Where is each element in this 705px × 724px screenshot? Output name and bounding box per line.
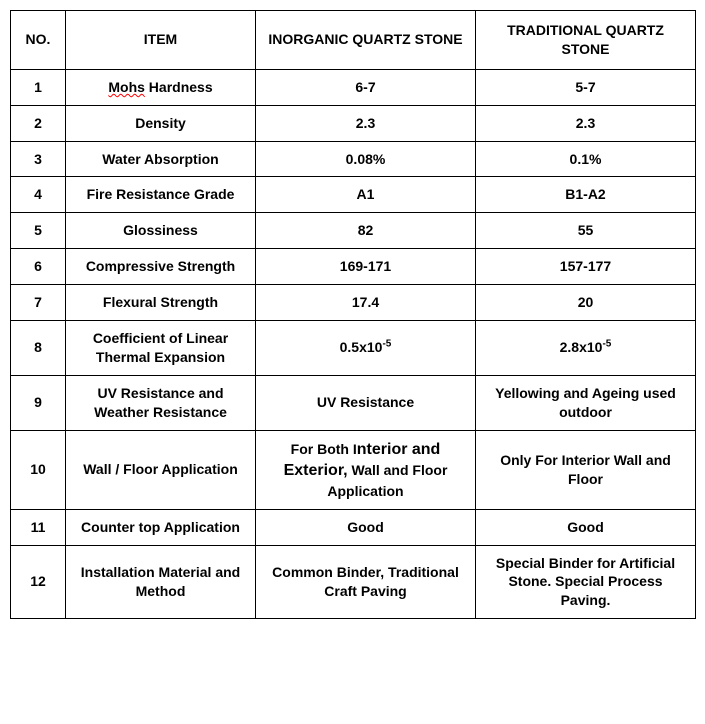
cell-traditional: Only For Interior Wall and Floor <box>476 430 696 509</box>
cell-inorganic: For Both Interior and Exterior, Wall and… <box>256 430 476 509</box>
cell-item: Flexural Strength <box>66 285 256 321</box>
cell-traditional: 5-7 <box>476 69 696 105</box>
cell-traditional: Yellowing and Ageing used outdoor <box>476 375 696 430</box>
cell-item: Fire Resistance Grade <box>66 177 256 213</box>
cell-no: 9 <box>11 375 66 430</box>
cell-traditional: B1-A2 <box>476 177 696 213</box>
table-row: 4Fire Resistance GradeA1B1-A2 <box>11 177 696 213</box>
table-row: 12Installation Material and MethodCommon… <box>11 545 696 619</box>
table-body: 1Mohs Hardness6-75-72Density2.32.33Water… <box>11 69 696 618</box>
cell-traditional: 2.3 <box>476 105 696 141</box>
comparison-table: NO. ITEM INORGANIC QUARTZ STONE TRADITIO… <box>10 10 696 619</box>
cell-no: 8 <box>11 321 66 376</box>
cell-inorganic: 169-171 <box>256 249 476 285</box>
table-row: 10Wall / Floor ApplicationFor Both Inter… <box>11 430 696 509</box>
cell-item: Coefficient of Linear Thermal Expansion <box>66 321 256 376</box>
table-header: NO. ITEM INORGANIC QUARTZ STONE TRADITIO… <box>11 11 696 70</box>
cell-traditional: 157-177 <box>476 249 696 285</box>
cell-inorganic: 17.4 <box>256 285 476 321</box>
cell-no: 4 <box>11 177 66 213</box>
cell-no: 2 <box>11 105 66 141</box>
cell-item: Wall / Floor Application <box>66 430 256 509</box>
cell-no: 3 <box>11 141 66 177</box>
cell-no: 10 <box>11 430 66 509</box>
cell-inorganic: 0.08% <box>256 141 476 177</box>
cell-inorganic: 6-7 <box>256 69 476 105</box>
cell-inorganic: Common Binder, Traditional Craft Paving <box>256 545 476 619</box>
cell-item: Mohs Hardness <box>66 69 256 105</box>
table-row: 9UV Resistance and Weather ResistanceUV … <box>11 375 696 430</box>
cell-traditional: 2.8x10-5 <box>476 321 696 376</box>
col-header-item: ITEM <box>66 11 256 70</box>
table-row: 8Coefficient of Linear Thermal Expansion… <box>11 321 696 376</box>
cell-item: Glossiness <box>66 213 256 249</box>
table-row: 11Counter top ApplicationGoodGood <box>11 509 696 545</box>
cell-traditional: 20 <box>476 285 696 321</box>
cell-inorganic: Good <box>256 509 476 545</box>
table-row: 2Density2.32.3 <box>11 105 696 141</box>
col-header-traditional: TRADITIONAL QUARTZ STONE <box>476 11 696 70</box>
cell-inorganic: UV Resistance <box>256 375 476 430</box>
table-row: 5Glossiness8255 <box>11 213 696 249</box>
cell-traditional: Special Binder for Artificial Stone. Spe… <box>476 545 696 619</box>
cell-item: UV Resistance and Weather Resistance <box>66 375 256 430</box>
cell-traditional: Good <box>476 509 696 545</box>
cell-item: Counter top Application <box>66 509 256 545</box>
col-header-no: NO. <box>11 11 66 70</box>
cell-item: Water Absorption <box>66 141 256 177</box>
table-row: 1Mohs Hardness6-75-7 <box>11 69 696 105</box>
table-row: 6Compressive Strength169-171157-177 <box>11 249 696 285</box>
cell-no: 1 <box>11 69 66 105</box>
table-row: 3Water Absorption0.08%0.1% <box>11 141 696 177</box>
cell-item: Compressive Strength <box>66 249 256 285</box>
table-row: 7Flexural Strength17.420 <box>11 285 696 321</box>
cell-no: 5 <box>11 213 66 249</box>
cell-no: 7 <box>11 285 66 321</box>
col-header-inorganic: INORGANIC QUARTZ STONE <box>256 11 476 70</box>
cell-traditional: 55 <box>476 213 696 249</box>
spellcheck-text: Mohs <box>108 79 145 95</box>
cell-no: 11 <box>11 509 66 545</box>
cell-traditional: 0.1% <box>476 141 696 177</box>
cell-inorganic: 0.5x10-5 <box>256 321 476 376</box>
cell-no: 12 <box>11 545 66 619</box>
cell-item: Density <box>66 105 256 141</box>
cell-inorganic: 2.3 <box>256 105 476 141</box>
cell-inorganic: A1 <box>256 177 476 213</box>
cell-inorganic: 82 <box>256 213 476 249</box>
cell-no: 6 <box>11 249 66 285</box>
cell-item: Installation Material and Method <box>66 545 256 619</box>
